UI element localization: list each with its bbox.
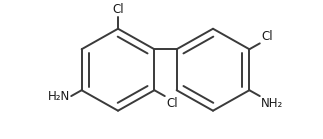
Text: NH₂: NH₂ (261, 97, 283, 110)
Text: H₂N: H₂N (48, 90, 70, 103)
Text: Cl: Cl (261, 30, 273, 43)
Text: Cl: Cl (112, 3, 124, 16)
Text: Cl: Cl (166, 97, 178, 110)
